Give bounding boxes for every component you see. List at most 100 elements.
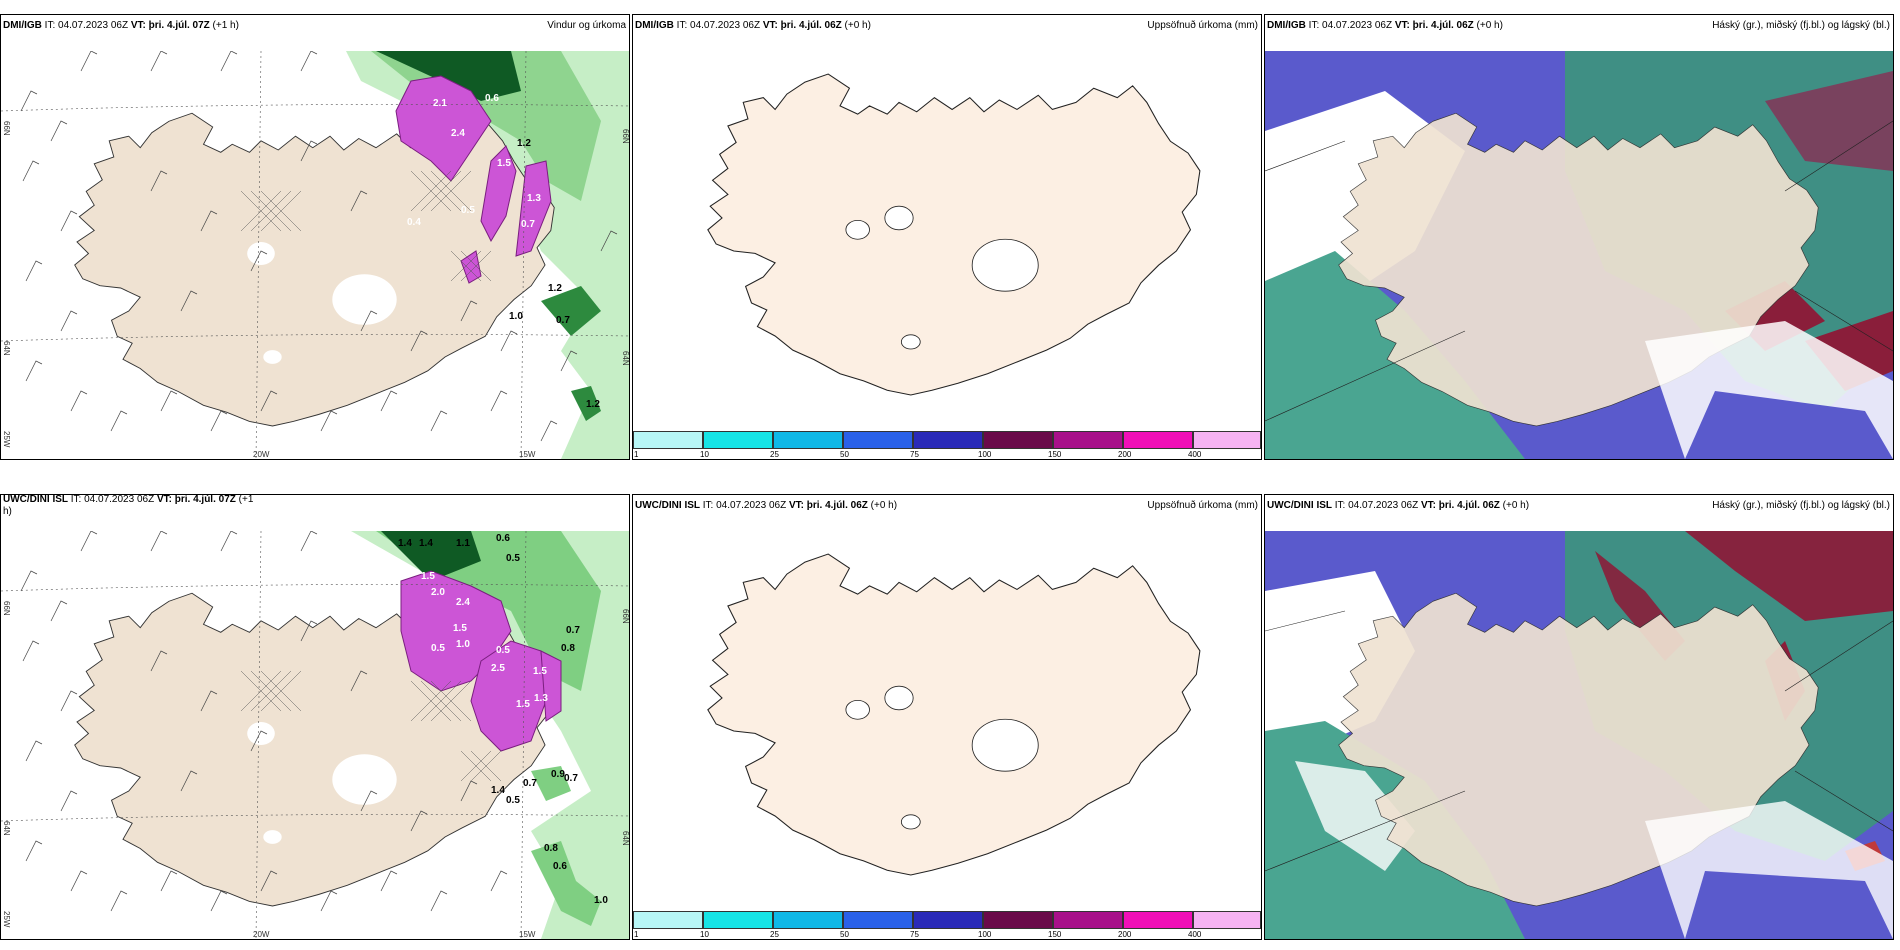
panel-clouds-dmi: DMI/IGB IT: 04.07.2023 06Z VT: þri. 4.jú…: [1264, 14, 1894, 460]
svg-text:0.6: 0.6: [553, 861, 567, 872]
graticule: [1, 51, 629, 459]
svg-text:0.7: 0.7: [564, 773, 578, 784]
svg-text:0.6: 0.6: [485, 93, 499, 104]
lat-label-64n-right: 64N: [621, 351, 629, 366]
accum-precip-map: [633, 51, 1261, 431]
map-area: [633, 531, 1261, 911]
colorbar-swatch: [983, 911, 1053, 929]
model-name: UWC/DINI ISL: [1267, 500, 1332, 511]
svg-text:1.5: 1.5: [421, 571, 435, 582]
svg-text:0.8: 0.8: [544, 843, 558, 854]
svg-text:0.5: 0.5: [506, 553, 520, 564]
svg-text:1.1: 1.1: [456, 538, 470, 549]
svg-text:0.7: 0.7: [523, 778, 537, 789]
valid-time: VT: þri. 4.júl. 07Z: [156, 494, 236, 505]
colorbar-label: 100: [978, 450, 992, 459]
colorbar-label: 150: [1048, 450, 1062, 459]
lead-time: (+0 h): [870, 500, 898, 511]
colorbar-swatch: [1123, 911, 1193, 929]
colorbar-label: 50: [840, 930, 849, 939]
lat-label-66n-right: 66N: [621, 609, 629, 624]
colorbar-swatch: [983, 431, 1053, 449]
svg-text:0.6: 0.6: [496, 533, 510, 544]
colorbar-label: 25: [770, 450, 779, 459]
panel-wind-precip-dmi: DMI/IGB IT: 04.07.2023 06Z VT: þri. 4.jú…: [0, 14, 630, 460]
svg-text:1.0: 1.0: [456, 639, 470, 650]
accum-precip-map: [633, 531, 1261, 911]
colorbar-swatch: [633, 911, 703, 929]
panel-accum-precip-dmi: DMI/IGB IT: 04.07.2023 06Z VT: þri. 4.jú…: [632, 14, 1262, 460]
lead-time: (+0 h): [1502, 500, 1530, 511]
svg-text:1.5: 1.5: [453, 623, 467, 634]
precip-dark-region: [376, 51, 521, 101]
svg-text:1.0: 1.0: [594, 895, 608, 906]
colorbar-swatch: [1053, 431, 1123, 449]
colorbar-label: 200: [1118, 930, 1132, 939]
lead-time: (+0 h): [844, 20, 871, 31]
svg-text:0.4: 0.4: [407, 217, 421, 228]
lead-time-cont: h): [3, 506, 12, 517]
hatched-region: [240, 170, 492, 282]
panel-clouds-uwc: UWC/DINI ISL IT: 04.07.2023 06Z VT: þri.…: [1264, 494, 1894, 940]
svg-text:2.0: 2.0: [431, 587, 445, 598]
valid-time: VT: þri. 4.júl. 06Z: [762, 20, 842, 31]
colorbar: 1 10 25 50 75 100 150 200 400: [633, 431, 1261, 459]
svg-text:0.8: 0.8: [561, 643, 575, 654]
lat-label-64n: 64N: [2, 341, 11, 356]
cloud-cover-map: [1265, 531, 1893, 939]
map-area: 1.4 1.4 1.1 0.6 0.5 1.5 2.0 2.4 1.5 1.0 …: [1, 531, 629, 939]
valid-time: VT: þri. 4.júl. 06Z: [788, 500, 868, 511]
svg-text:2.4: 2.4: [451, 128, 465, 139]
svg-text:2.5: 2.5: [491, 663, 505, 674]
svg-text:0.7: 0.7: [566, 625, 580, 636]
model-name: DMI/IGB: [3, 20, 42, 31]
svg-text:0.5: 0.5: [506, 795, 520, 806]
field-title: Uppsöfnuð úrkoma (mm): [1147, 500, 1258, 511]
colorbar-label: 75: [910, 450, 919, 459]
svg-text:1.0: 1.0: [509, 311, 523, 322]
init-time: IT: 04.07.2023 06Z: [44, 20, 129, 31]
colorbar-label: 10: [700, 450, 709, 459]
svg-text:1.2: 1.2: [548, 283, 562, 294]
svg-text:1.5: 1.5: [497, 158, 511, 169]
colorbar-swatch: [703, 431, 773, 449]
lon-label-15w: 15W: [519, 930, 536, 939]
map-area: [1265, 51, 1893, 459]
colorbar-swatch: [1193, 431, 1261, 449]
field-title: Uppsöfnuð úrkoma (mm): [1147, 20, 1258, 31]
colorbar-swatch: [913, 911, 983, 929]
colorbar-label: 150: [1048, 930, 1062, 939]
colorbar-label: 10: [700, 930, 709, 939]
model-name: UWC/DINI ISL: [3, 494, 68, 505]
svg-text:1.5: 1.5: [533, 666, 547, 677]
lead-time: (+1 h): [212, 20, 239, 31]
svg-text:1.5: 1.5: [516, 699, 530, 710]
lat-label-66n: 66N: [2, 601, 11, 616]
wind-barbs: [20, 51, 618, 442]
colorbar-label: 400: [1188, 930, 1202, 939]
wind-precip-map: 2.1 2.4 0.6 1.2 1.5 0.5 1.3 0.7 0.4 1.2 …: [1, 51, 629, 459]
panel-header: UWC/DINI ISL IT: 04.07.2023 06Z VT: þri.…: [1265, 495, 1893, 531]
svg-text:1.4: 1.4: [491, 785, 505, 796]
panel-header: DMI/IGB IT: 04.07.2023 06Z VT: þri. 4.jú…: [1265, 15, 1893, 51]
colorbar: 1 10 25 50 75 100 150 200 400: [633, 911, 1261, 939]
panel-wind-precip-uwc: UWC/DINI ISL IT: 04.07.2023 06Z VT: þri.…: [0, 494, 630, 940]
svg-text:1.2: 1.2: [517, 138, 531, 149]
svg-text:1.3: 1.3: [534, 693, 548, 704]
colorbar-label: 50: [840, 450, 849, 459]
colorbar-label: 400: [1188, 450, 1202, 459]
colorbar-swatch: [1193, 911, 1261, 929]
svg-text:0.7: 0.7: [521, 219, 535, 230]
lat-label-64n: 64N: [2, 821, 11, 836]
colorbar-swatch: [843, 911, 913, 929]
init-time: IT: 04.07.2023 06Z: [1334, 500, 1419, 511]
lead-time: (+0 h): [1476, 20, 1503, 31]
model-name: DMI/IGB: [1267, 20, 1306, 31]
valid-time: VT: þri. 4.júl. 07Z: [130, 20, 210, 31]
svg-text:1.2: 1.2: [586, 399, 600, 410]
wind-precip-map: 1.4 1.4 1.1 0.6 0.5 1.5 2.0 2.4 1.5 1.0 …: [1, 531, 629, 939]
model-name: UWC/DINI ISL: [635, 500, 700, 511]
valid-time: VT: þri. 4.júl. 06Z: [1420, 500, 1500, 511]
lon-label-15w: 15W: [519, 450, 536, 459]
lat-label-66n: 66N: [2, 121, 11, 136]
